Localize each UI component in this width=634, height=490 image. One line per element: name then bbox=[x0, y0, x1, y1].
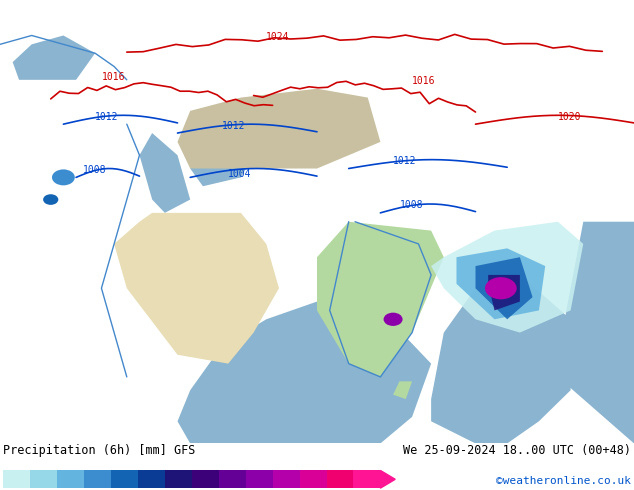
Text: We 25-09-2024 18..00 UTC (00+48): We 25-09-2024 18..00 UTC (00+48) bbox=[403, 444, 631, 457]
Text: ©weatheronline.co.uk: ©weatheronline.co.uk bbox=[496, 476, 631, 486]
Bar bbox=[3, 470, 30, 488]
Text: 1012: 1012 bbox=[393, 156, 417, 166]
Polygon shape bbox=[476, 257, 533, 319]
Polygon shape bbox=[456, 248, 545, 319]
Polygon shape bbox=[431, 275, 571, 443]
Polygon shape bbox=[190, 142, 254, 186]
Text: 1024: 1024 bbox=[266, 32, 290, 42]
Bar bbox=[354, 470, 380, 488]
Text: 1004: 1004 bbox=[228, 170, 252, 179]
Text: Precipitation (6h) [mm] GFS: Precipitation (6h) [mm] GFS bbox=[3, 444, 195, 457]
Polygon shape bbox=[393, 381, 412, 399]
Bar bbox=[165, 470, 191, 488]
Bar bbox=[84, 470, 111, 488]
Bar bbox=[245, 470, 273, 488]
Text: 1020: 1020 bbox=[558, 112, 581, 122]
Polygon shape bbox=[317, 221, 444, 377]
Polygon shape bbox=[558, 221, 634, 443]
Polygon shape bbox=[13, 35, 95, 80]
Text: 1008: 1008 bbox=[82, 165, 106, 175]
Circle shape bbox=[485, 277, 517, 299]
Polygon shape bbox=[178, 89, 380, 169]
Circle shape bbox=[43, 194, 58, 205]
Bar bbox=[273, 470, 299, 488]
Bar bbox=[219, 470, 245, 488]
Polygon shape bbox=[139, 133, 190, 213]
Text: 1016: 1016 bbox=[412, 76, 436, 86]
Polygon shape bbox=[488, 275, 520, 311]
Bar bbox=[299, 470, 327, 488]
Text: 1012: 1012 bbox=[222, 121, 245, 131]
Bar bbox=[138, 470, 165, 488]
Bar bbox=[191, 470, 219, 488]
Text: 1012: 1012 bbox=[95, 112, 119, 122]
Bar bbox=[57, 470, 84, 488]
Bar bbox=[30, 470, 57, 488]
Polygon shape bbox=[380, 470, 395, 488]
Circle shape bbox=[52, 170, 75, 185]
Bar bbox=[327, 470, 354, 488]
Polygon shape bbox=[431, 221, 583, 333]
Polygon shape bbox=[178, 288, 431, 443]
Bar bbox=[111, 470, 138, 488]
Text: 1008: 1008 bbox=[399, 200, 423, 210]
Polygon shape bbox=[114, 213, 279, 364]
Text: 1016: 1016 bbox=[101, 72, 125, 82]
Circle shape bbox=[384, 313, 403, 326]
